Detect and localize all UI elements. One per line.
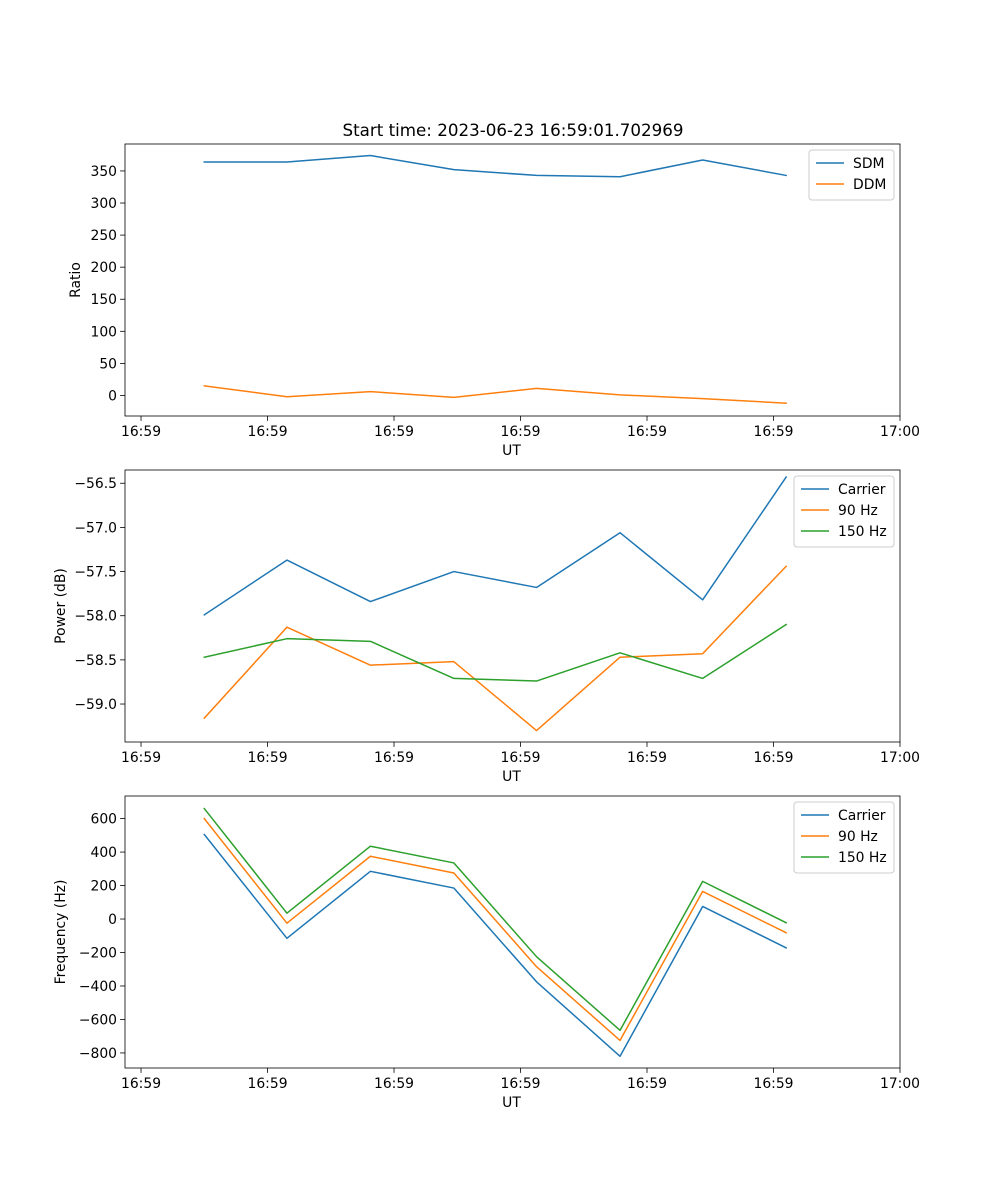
- y-tick-label: 200: [90, 879, 117, 895]
- series-line-150-hz: [203, 623, 788, 682]
- legend-label-150-hz: 150 Hz: [838, 850, 887, 866]
- y-tick-label: 350: [90, 164, 117, 180]
- y-tick-label: −800: [79, 1046, 117, 1062]
- series-line-90-hz: [203, 565, 788, 732]
- series-line-carrier: [203, 476, 788, 616]
- x-tick-label: 16:59: [121, 1076, 161, 1092]
- x-axis-label: UT: [502, 1095, 521, 1111]
- x-tick-label: 16:59: [627, 750, 667, 766]
- y-axis-label: Power (dB): [53, 568, 69, 644]
- x-axis-label: UT: [502, 443, 521, 459]
- y-tick-label: 600: [90, 812, 117, 828]
- series-line-carrier: [203, 833, 788, 1058]
- legend-label-carrier: Carrier: [838, 482, 886, 498]
- plot-frame: [124, 795, 901, 1069]
- series-line-150-hz: [203, 807, 788, 1032]
- y-tick-label: 250: [90, 228, 117, 244]
- legend-label-90-hz: 90 Hz: [838, 829, 878, 845]
- panels: 16:59 16:59 16:59 16:59 16:59 16:59 17:00 0 50 10…: [53, 143, 920, 1111]
- y-tick-label: −57.0: [74, 520, 117, 536]
- y-tick-label: 300: [90, 196, 117, 212]
- x-tick-label: 16:59: [374, 750, 414, 766]
- y-tick-label: 400: [90, 845, 117, 861]
- chart-panel-2: 16:59 16:59 16:59 16:59 16:59 16:59 17:00 −59.0…: [53, 469, 920, 785]
- legend: SDM DDM: [808, 149, 895, 201]
- y-tick-label: −58.0: [74, 609, 117, 625]
- x-tick-label: 16:59: [248, 424, 288, 440]
- x-tick-label: 16:59: [374, 424, 414, 440]
- y-tick-label: −400: [79, 979, 117, 995]
- chart-panel-3: 16:59 16:59 16:59 16:59 16:59 16:59 17:00 −800 −…: [53, 795, 920, 1111]
- x-tick-label: 16:59: [248, 1076, 288, 1092]
- legend-label-carrier: Carrier: [838, 808, 886, 824]
- series-group: [203, 807, 788, 1058]
- legend-label-150-hz: 150 Hz: [838, 524, 887, 540]
- x-tick-label: 17:00: [880, 750, 920, 766]
- x-tick-label: 16:59: [753, 1076, 793, 1092]
- x-tick-label: 16:59: [627, 1076, 667, 1092]
- legend: Carrier 90 Hz 150 Hz: [793, 475, 895, 548]
- x-tick-label: 16:59: [753, 424, 793, 440]
- legend-label-sdm: SDM: [853, 156, 885, 172]
- chart-panel-1: 16:59 16:59 16:59 16:59 16:59 16:59 17:00 0 50 10…: [68, 143, 920, 459]
- x-tick-label: 16:59: [500, 750, 540, 766]
- y-tick-label: −59.0: [74, 697, 117, 713]
- x-tick-label: 16:59: [500, 1076, 540, 1092]
- y-tick-label: −58.5: [74, 653, 117, 669]
- legend: Carrier 90 Hz 150 Hz: [793, 801, 895, 874]
- y-tick-label: 150: [90, 292, 117, 308]
- legend-label-90-hz: 90 Hz: [838, 503, 878, 519]
- x-tick-label: 17:00: [880, 1076, 920, 1092]
- y-tick-label: −200: [79, 946, 117, 962]
- x-tick-label: 16:59: [121, 424, 161, 440]
- legend-label-ddm: DDM: [853, 177, 886, 193]
- series-group: [203, 476, 788, 732]
- y-tick-label: −56.5: [74, 476, 117, 492]
- y-tick-label: 100: [90, 324, 117, 340]
- x-tick-label: 16:59: [500, 424, 540, 440]
- y-tick-label: 50: [99, 356, 117, 372]
- y-tick-label: −600: [79, 1012, 117, 1028]
- y-tick-label: −57.5: [74, 565, 117, 581]
- legend-box: [793, 475, 895, 548]
- series-line-90-hz: [203, 817, 788, 1042]
- series-line-sdm: [203, 154, 788, 178]
- y-tick-label: 0: [108, 912, 117, 928]
- x-tick-label: 16:59: [374, 1076, 414, 1092]
- series-group: [203, 154, 788, 404]
- x-axis-label: UT: [502, 769, 521, 785]
- series-line-ddm: [203, 385, 787, 404]
- x-tick-label: 17:00: [880, 424, 920, 440]
- figure-title: Start time: 2023-06-23 16:59:01.702969: [343, 120, 684, 140]
- legend-box: [793, 801, 895, 874]
- x-tick-label: 16:59: [248, 750, 288, 766]
- y-tick-label: 0: [108, 388, 117, 404]
- x-tick-label: 16:59: [753, 750, 793, 766]
- plot-frame: [124, 469, 901, 743]
- x-tick-label: 16:59: [121, 750, 161, 766]
- y-axis-label: Frequency (Hz): [53, 880, 69, 985]
- y-axis-label: Ratio: [68, 262, 84, 298]
- x-tick-label: 16:59: [627, 424, 667, 440]
- y-tick-label: 200: [90, 260, 117, 276]
- plot-frame: [124, 143, 901, 417]
